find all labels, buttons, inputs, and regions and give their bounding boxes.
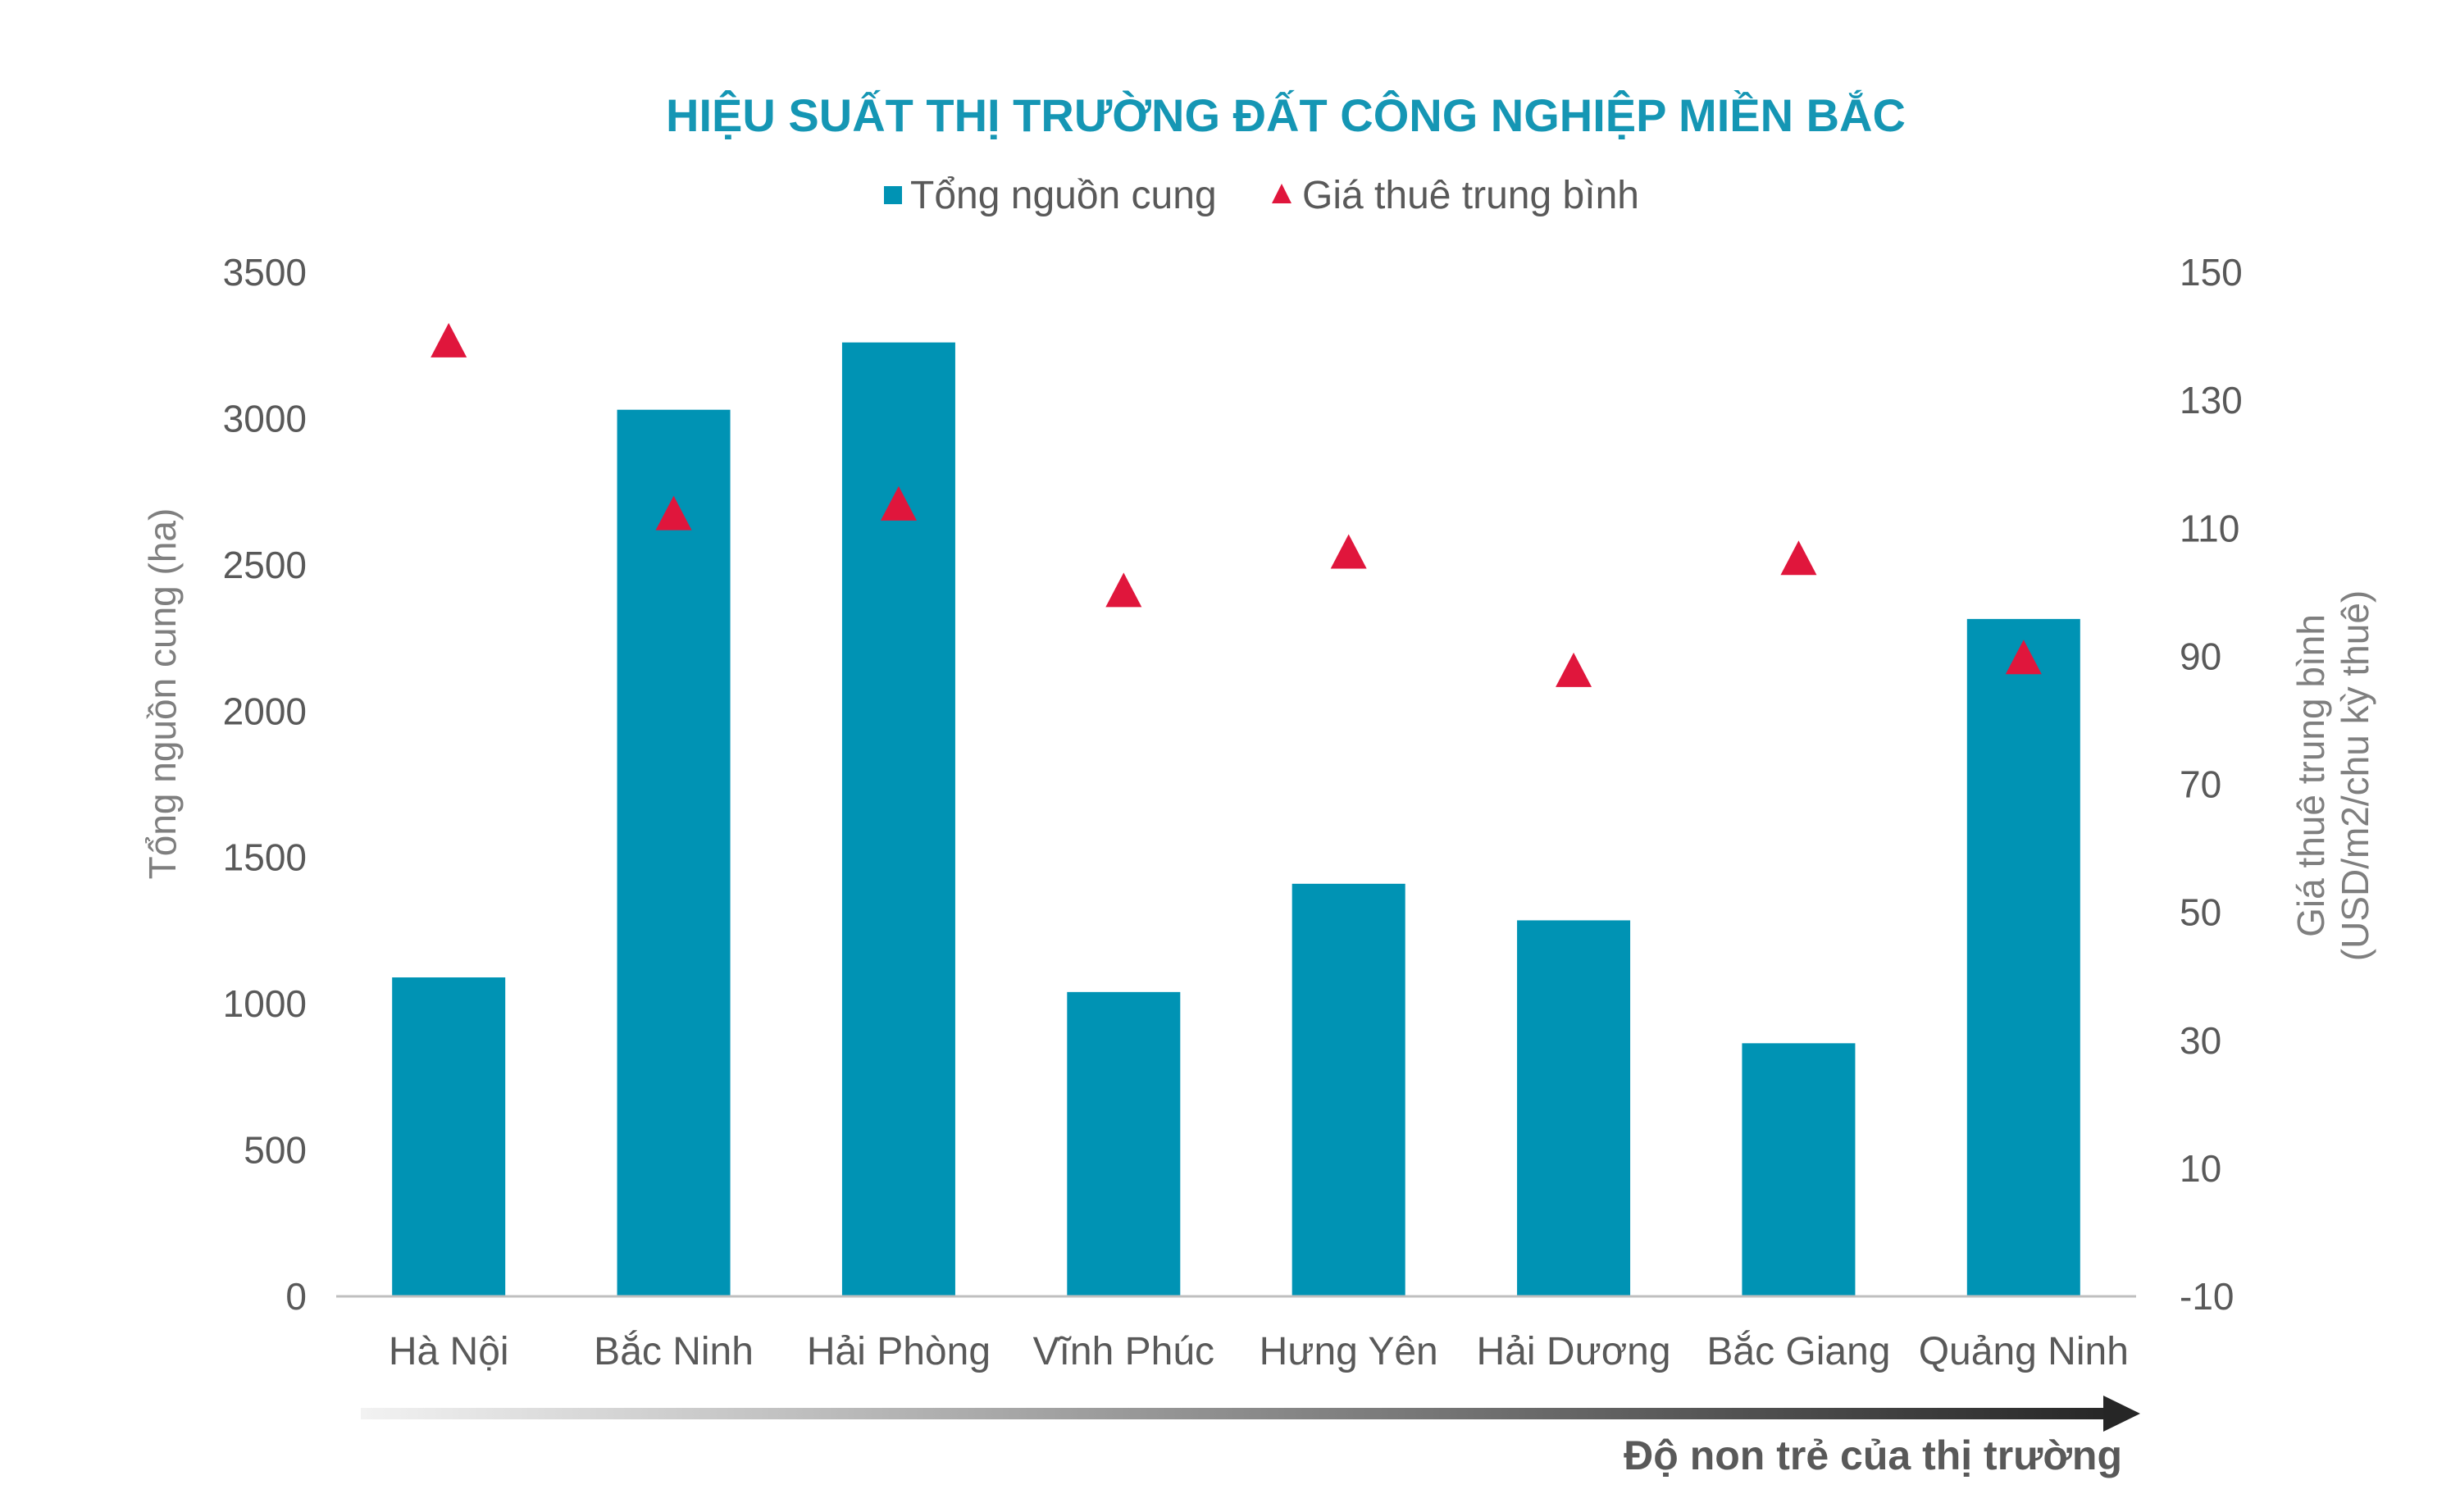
bar — [1966, 618, 2080, 1296]
left-tick-label: 500 — [244, 1129, 307, 1172]
legend: Tổng nguồn cung Giá thuê trung bình — [884, 174, 1639, 217]
right-tick-label: 70 — [2180, 763, 2221, 806]
maturity-label: Độ non trẻ của thị trường — [1624, 1432, 2122, 1478]
left-axis-ticks: 0 500 1000 1500 2000 2500 3000 3500 — [223, 251, 307, 1318]
left-tick-label: 1000 — [223, 982, 307, 1025]
maturity-arrow-shaft — [361, 1408, 2116, 1419]
bar — [1517, 920, 1631, 1296]
left-tick-label: 3500 — [223, 251, 307, 294]
right-tick-label: 10 — [2180, 1147, 2221, 1190]
left-tick-label: 2500 — [223, 544, 307, 586]
rent-marker — [880, 485, 917, 521]
legend-triangle-swatch — [1272, 184, 1292, 203]
category-label: Hải Phòng — [807, 1330, 991, 1373]
left-axis-title: Tổng nguồn cung (ha) — [141, 508, 184, 880]
rent-marker — [655, 495, 692, 531]
right-tick-label: 110 — [2180, 507, 2239, 549]
bar — [1742, 1043, 1856, 1296]
category-label: Hà Nội — [389, 1330, 509, 1373]
right-tick-label: 50 — [2180, 891, 2221, 934]
rent-markers — [430, 322, 2042, 687]
rent-marker — [1105, 572, 1142, 608]
maturity-arrow — [361, 1396, 2140, 1432]
left-tick-label: 3000 — [223, 397, 307, 439]
rent-marker — [430, 322, 467, 358]
chart-title: HIỆU SUẤT THỊ TRƯỜNG ĐẤT CÔNG NGHIỆP MIỀ… — [666, 89, 1906, 141]
category-label: Vĩnh Phúc — [1033, 1330, 1214, 1373]
category-label: Hưng Yên — [1260, 1330, 1438, 1373]
bar — [1292, 883, 1405, 1296]
rent-marker — [2005, 640, 2042, 675]
right-axis-title-line1: Giá thuê trung bình — [2289, 614, 2332, 937]
rent-marker — [1556, 652, 1592, 687]
rent-marker — [1780, 540, 1817, 576]
right-tick-label: 150 — [2180, 251, 2243, 294]
right-axis-ticks: -10 10 30 50 70 90 110 130 150 — [2180, 251, 2243, 1318]
left-tick-label: 0 — [285, 1275, 307, 1318]
bar — [1067, 991, 1181, 1296]
right-tick-label: 30 — [2180, 1019, 2221, 1062]
legend-label-supply: Tổng nguồn cung — [910, 174, 1217, 217]
bar — [841, 342, 955, 1296]
right-axis-title-line2: (USD/m2/chu kỳ thuê) — [2334, 590, 2376, 961]
legend-label-rent: Giá thuê trung bình — [1302, 174, 1639, 217]
right-tick-label: 130 — [2180, 379, 2243, 421]
category-label: Bắc Ninh — [594, 1329, 754, 1373]
bar — [617, 409, 731, 1296]
bar — [392, 977, 506, 1296]
category-label: Bắc Giang — [1706, 1329, 1890, 1373]
legend-bar-swatch — [884, 186, 902, 204]
right-tick-label: 90 — [2180, 635, 2221, 677]
left-tick-label: 1500 — [223, 836, 307, 879]
maturity-arrow-head — [2103, 1396, 2140, 1432]
bar-series — [392, 342, 2080, 1296]
left-tick-label: 2000 — [223, 690, 307, 732]
rent-marker — [1330, 534, 1367, 569]
category-label: Hải Dương — [1477, 1330, 1671, 1373]
category-label: Quảng Ninh — [1919, 1330, 2129, 1373]
category-labels: Hà Nội Bắc Ninh Hải Phòng Vĩnh Phúc Hưng Yên… — [389, 1329, 2129, 1373]
right-tick-label: -10 — [2180, 1275, 2234, 1318]
